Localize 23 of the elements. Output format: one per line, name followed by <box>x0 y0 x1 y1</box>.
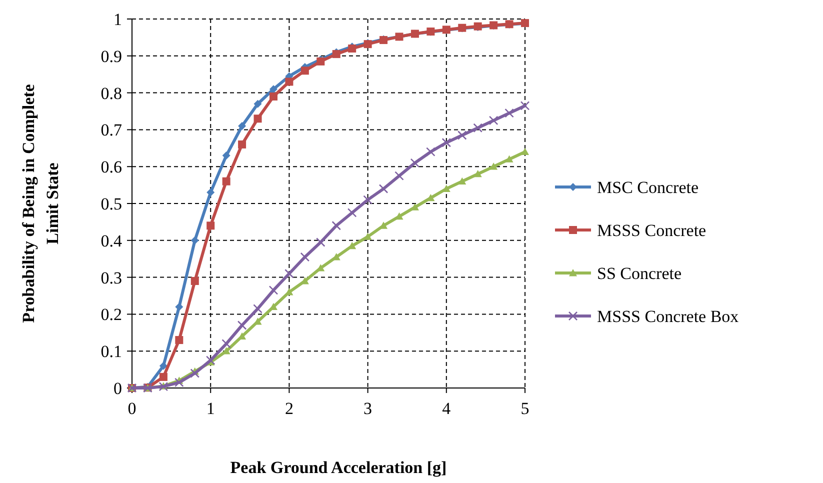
x-axis-title: Peak Ground Acceleration [g] <box>230 458 447 477</box>
y-tick-label: 0.7 <box>100 120 122 140</box>
legend-label: MSC Concrete <box>597 178 699 197</box>
legend-label: MSSS Concrete <box>597 221 706 240</box>
legend-label: SS Concrete <box>597 264 682 283</box>
x-tick-label: 1 <box>206 399 215 418</box>
y-tick-label: 0.4 <box>100 231 122 250</box>
x-tick-label: 3 <box>364 399 372 418</box>
x-tick-label: 4 <box>442 399 452 418</box>
y-tick-label: 0.2 <box>100 305 122 324</box>
y-tick-label: 0.5 <box>100 194 122 214</box>
y-tick-label: 0 <box>114 379 122 398</box>
y-axis-title: Probability of Being in Complete Limit State <box>19 84 62 323</box>
legend-label: MSSS Concrete Box <box>597 307 740 326</box>
x-tick-label: 5 <box>520 399 530 418</box>
y-tick-label: 1 <box>114 10 122 29</box>
x-tick-label: 0 <box>128 399 136 418</box>
y-tick-label: 0.3 <box>100 268 122 288</box>
y-tick-label: 0.9 <box>100 46 122 66</box>
y-tick-label: 0.6 <box>100 158 122 177</box>
y-tick-label: 0.8 <box>100 84 122 103</box>
y-tick-label: 0.1 <box>100 342 122 362</box>
x-tick-label: 2 <box>284 399 294 418</box>
